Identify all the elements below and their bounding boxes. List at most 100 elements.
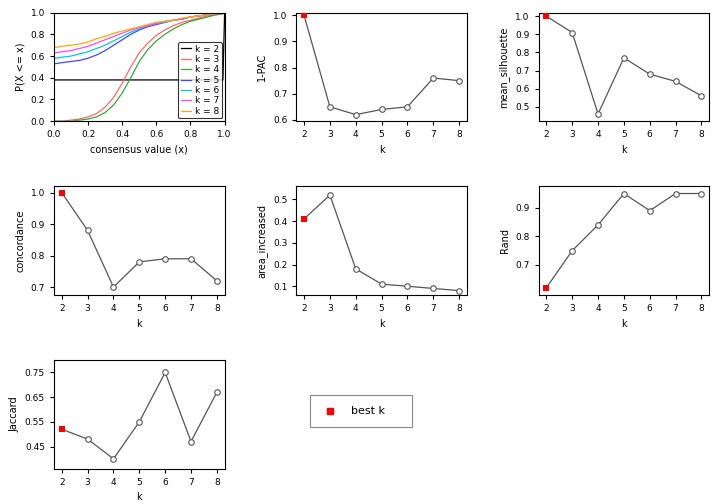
k = 4 — [178, 22, 186, 28]
k = 8 — [220, 10, 229, 16]
k = 3 — [127, 64, 135, 70]
k = 7 — [76, 45, 84, 51]
k = 3 — [67, 117, 76, 123]
k = 2 — [152, 77, 161, 83]
k = 5 — [58, 59, 67, 66]
k = 3 — [118, 80, 127, 86]
Y-axis label: Jaccard: Jaccard — [9, 397, 19, 432]
k = 3 — [194, 15, 203, 21]
k = 8 — [169, 17, 178, 23]
k = 5 — [84, 55, 92, 61]
k = 6 — [152, 21, 161, 27]
Legend: k = 2, k = 3, k = 4, k = 5, k = 6, k = 7, k = 8: k = 2, k = 3, k = 4, k = 5, k = 6, k = 7… — [178, 42, 222, 118]
k = 2 — [109, 77, 118, 83]
k = 8 — [161, 18, 169, 24]
k = 4 — [118, 90, 127, 96]
k = 4 — [58, 118, 67, 124]
k = 8 — [152, 19, 161, 25]
k = 3 — [51, 118, 60, 124]
k = 3 — [84, 114, 92, 120]
k = 6 — [118, 33, 127, 39]
k = 7 — [212, 11, 220, 17]
k = 4 — [212, 12, 220, 18]
k = 8 — [67, 42, 76, 48]
k = 4 — [152, 38, 161, 44]
k = 6 — [51, 55, 60, 61]
k = 2 — [143, 77, 152, 83]
k = 6 — [101, 42, 109, 48]
X-axis label: k: k — [379, 145, 384, 155]
X-axis label: k: k — [137, 319, 142, 329]
k = 4 — [92, 114, 101, 120]
k = 8 — [101, 33, 109, 39]
k = 5 — [92, 52, 101, 58]
k = 2 — [84, 77, 92, 83]
k = 2 — [127, 77, 135, 83]
Line: k = 4: k = 4 — [54, 13, 225, 121]
k = 6 — [219, 10, 228, 16]
k = 7 — [127, 27, 135, 33]
Line: k = 5: k = 5 — [54, 13, 225, 64]
k = 8 — [109, 30, 118, 36]
k = 2 — [118, 77, 127, 83]
k = 4 — [194, 16, 203, 22]
k = 4 — [219, 11, 228, 17]
k = 4 — [51, 118, 60, 124]
k = 2 — [58, 77, 67, 83]
k = 2 — [161, 77, 169, 83]
k = 2 — [101, 77, 109, 83]
X-axis label: consensus value (x): consensus value (x) — [91, 145, 188, 155]
k = 5 — [118, 37, 127, 43]
k = 7 — [178, 16, 186, 22]
Line: k = 8: k = 8 — [54, 13, 225, 47]
k = 4 — [76, 117, 84, 123]
Line: k = 7: k = 7 — [54, 13, 225, 53]
k = 3 — [152, 32, 161, 38]
Y-axis label: mean_silhouette: mean_silhouette — [499, 26, 510, 107]
k = 3 — [143, 40, 152, 46]
k = 7 — [67, 47, 76, 53]
k = 6 — [50, 55, 58, 61]
k = 5 — [135, 27, 143, 33]
k = 7 — [219, 10, 228, 16]
Y-axis label: Rand: Rand — [500, 228, 510, 253]
k = 6 — [84, 49, 92, 55]
k = 7 — [186, 14, 195, 20]
k = 5 — [101, 47, 109, 53]
k = 3 — [92, 110, 101, 116]
k = 3 — [220, 10, 229, 16]
k = 8 — [186, 14, 195, 20]
k = 8 — [76, 41, 84, 47]
k = 8 — [50, 44, 58, 50]
k = 5 — [127, 31, 135, 37]
k = 7 — [92, 40, 101, 46]
k = 8 — [84, 39, 92, 45]
k = 3 — [101, 104, 109, 110]
k = 6 — [186, 14, 195, 20]
k = 6 — [143, 23, 152, 29]
k = 3 — [135, 50, 143, 56]
k = 2 — [67, 77, 76, 83]
k = 6 — [203, 12, 212, 18]
k = 4 — [186, 18, 195, 24]
k = 5 — [152, 22, 161, 28]
k = 7 — [84, 43, 92, 49]
k = 2 — [212, 77, 220, 83]
k = 7 — [161, 18, 169, 24]
k = 7 — [101, 37, 109, 43]
k = 8 — [212, 11, 220, 17]
k = 5 — [186, 14, 195, 20]
k = 2 — [219, 77, 228, 83]
k = 7 — [194, 13, 203, 19]
k = 3 — [58, 118, 67, 124]
Y-axis label: 1-PAC: 1-PAC — [257, 53, 267, 81]
k = 4 — [84, 116, 92, 122]
k = 3 — [178, 19, 186, 25]
k = 8 — [143, 22, 152, 28]
k = 8 — [203, 12, 212, 18]
FancyBboxPatch shape — [310, 395, 413, 427]
k = 2 — [169, 77, 178, 83]
k = 7 — [135, 25, 143, 31]
k = 5 — [219, 10, 228, 16]
k = 2 — [178, 77, 186, 83]
